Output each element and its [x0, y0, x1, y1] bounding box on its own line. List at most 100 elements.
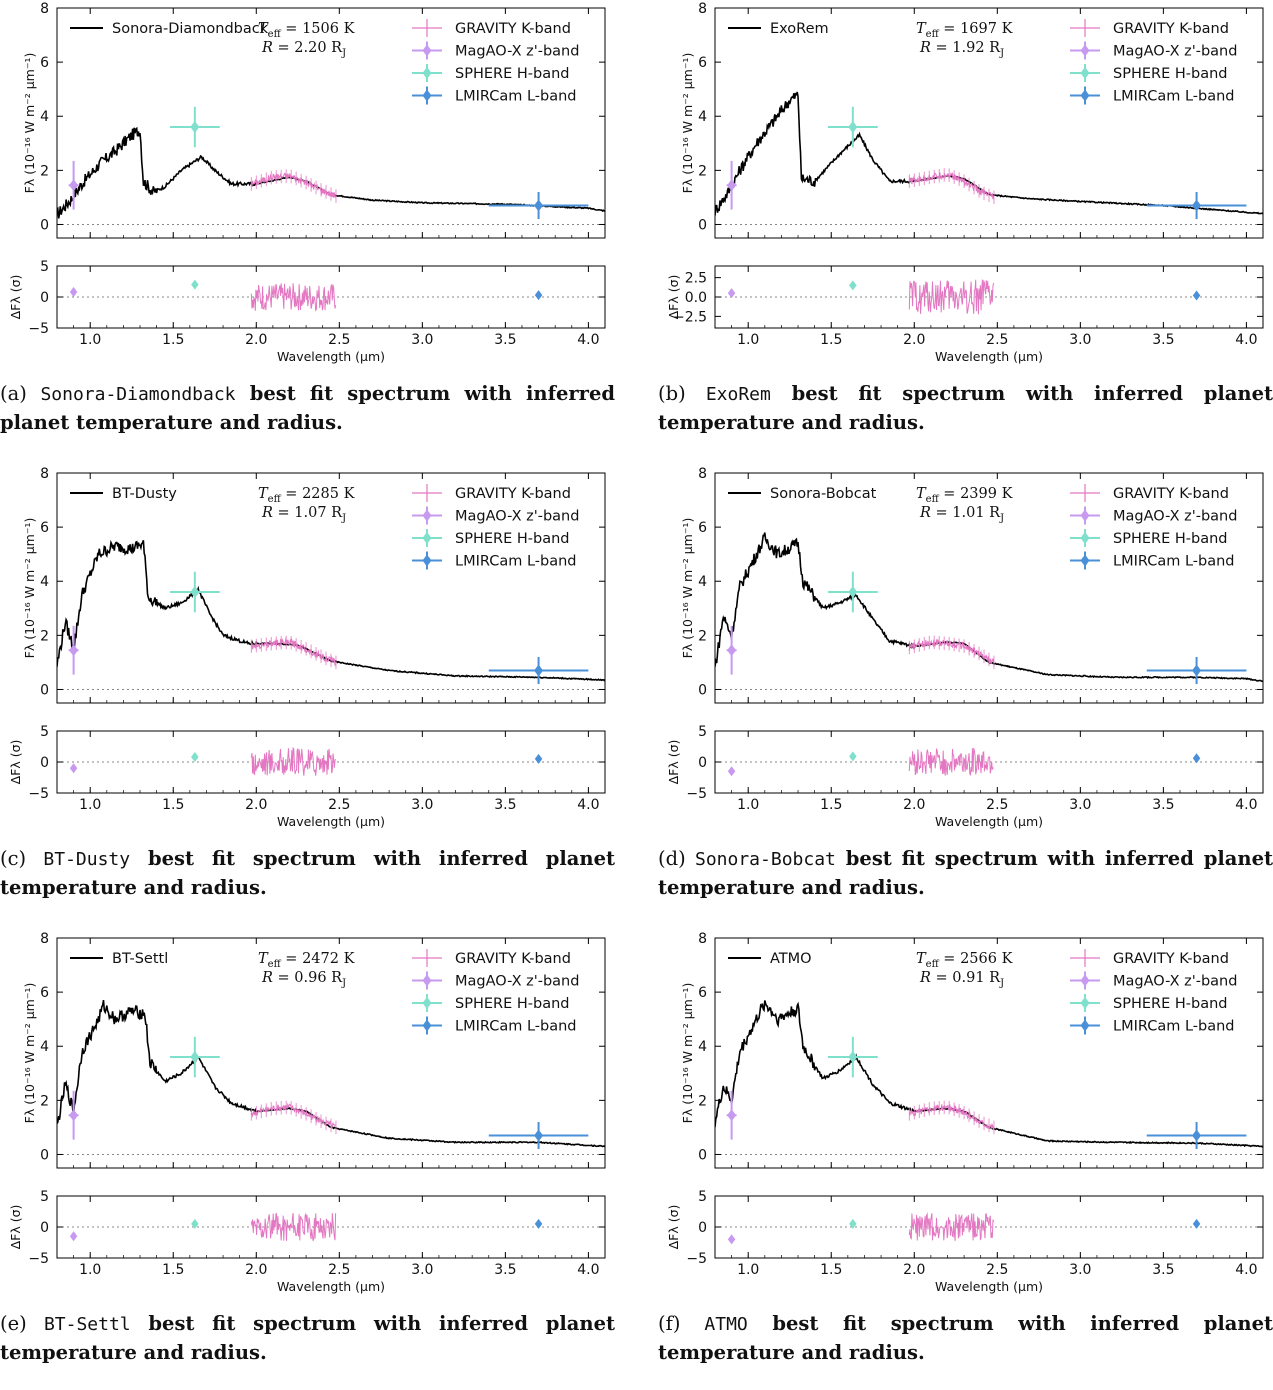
lmircam-residual: [534, 753, 543, 764]
legend-sphere-label: SPHERE H-band: [455, 66, 569, 82]
legend-gravity-label: GRAVITY K-band: [455, 21, 571, 37]
caption-model: Sonora-Bobcat: [695, 849, 836, 870]
lmircam-marker: [1192, 199, 1202, 212]
legend-sphere-marker: [1080, 67, 1090, 79]
legend-gravity-label: GRAVITY K-band: [1113, 486, 1229, 502]
legend-sphere-label: SPHERE H-band: [455, 531, 569, 547]
legend-model-label: Sonora-Diamondback: [112, 21, 269, 37]
legend-lmircam-marker: [1080, 1019, 1090, 1032]
legend-lmircam-label: LMIRCam L-band: [1113, 554, 1235, 570]
legend-lmircam-label: LMIRCam L-band: [455, 1019, 577, 1035]
y-tick-label-top: 0: [698, 682, 707, 698]
lmircam-residual: [1192, 290, 1201, 301]
caption-text: best fit spectrum with inferred planet t…: [0, 382, 615, 434]
y-tick-label-top: 4: [698, 1039, 707, 1055]
magao-marker: [69, 644, 79, 657]
legend-magao-label: MagAO-X z'-band: [455, 44, 579, 60]
legend-lmircam-label: LMIRCam L-band: [455, 89, 577, 105]
y-tick-label-top: 6: [698, 520, 707, 536]
x-axis-label: Wavelength (μm): [277, 1279, 385, 1294]
legend-model-label: Sonora-Bobcat: [770, 486, 877, 502]
legend-magao-label: MagAO-X z'-band: [455, 974, 579, 990]
sphere-marker: [190, 1051, 200, 1064]
legend-model-label: ExoRem: [770, 21, 829, 37]
x-tick-label: 1.5: [820, 797, 842, 813]
teff-annotation: Teff = 1506 K: [258, 21, 356, 40]
spectrum-chart: 1.0 1.5 2.0 2.5 3.0 3.5 4.0 0 2 4 6 8 −5 0 5 Wavelength…: [8, 1, 606, 364]
figure-caption: (d) Sonora-Bobcat best fit spectrum with…: [658, 845, 1273, 902]
y-axis-label-top: Fλ (10⁻¹⁶ W m⁻² μm⁻¹): [680, 53, 695, 194]
magao-point: [68, 160, 79, 210]
magao-residual: [69, 1231, 78, 1242]
x-tick-label: 2.5: [328, 1262, 350, 1278]
magao-marker: [69, 179, 79, 192]
x-tick-label: 3.0: [411, 1262, 433, 1278]
x-tick-label: 1.5: [162, 797, 184, 813]
legend-lmircam-marker: [1080, 554, 1090, 567]
magao-point: [726, 160, 737, 210]
magao-point: [726, 625, 737, 675]
legend-magao-label: MagAO-X z'-band: [1113, 44, 1237, 60]
x-tick-label: 1.5: [820, 1262, 842, 1278]
lmircam-residual: [534, 1218, 543, 1229]
teff-annotation: Teff = 2285 K: [258, 486, 356, 505]
legend-sphere-label: SPHERE H-band: [1113, 996, 1227, 1012]
x-tick-label: 1.0: [737, 1262, 759, 1278]
legend-sphere-marker: [422, 67, 432, 79]
x-tick-label: 1.0: [79, 797, 101, 813]
y-tick-label-top: 8: [40, 466, 49, 482]
y-axis-label-top: Fλ (10⁻¹⁶ W m⁻² μm⁻¹): [22, 518, 37, 659]
lmircam-marker: [1192, 1129, 1202, 1142]
y-tick-label-bottom: 0: [698, 1220, 707, 1236]
legend-gravity-label: GRAVITY K-band: [455, 486, 571, 502]
figure-caption: (a) Sonora-Diamondback best fit spectrum…: [0, 380, 615, 437]
lmircam-residual: [1192, 1218, 1201, 1229]
y-tick-label-top: 2: [698, 163, 707, 179]
x-tick-label: 4.0: [577, 797, 599, 813]
y-tick-label-top: 2: [40, 1093, 49, 1109]
y-axis-label-top: Fλ (10⁻¹⁶ W m⁻² μm⁻¹): [680, 518, 695, 659]
caption-text: best fit spectrum with inferred planet t…: [658, 1312, 1273, 1364]
lmircam-point: [488, 657, 589, 685]
caption-letter: (d): [658, 847, 695, 870]
y-tick-label-top: 4: [40, 1039, 49, 1055]
lmircam-marker: [534, 664, 544, 677]
legend-lmircam-marker: [422, 1019, 432, 1032]
y-tick-label-top: 8: [40, 931, 49, 947]
radius-annotation: R = 1.92 RJ: [919, 40, 1004, 59]
y-tick-label-top: 0: [698, 1147, 707, 1163]
magao-residual: [727, 766, 736, 777]
magao-point: [726, 1090, 737, 1140]
y-tick-label-bottom: −5: [28, 786, 49, 802]
x-tick-label: 2.0: [903, 332, 925, 348]
legend-lmircam-marker: [422, 554, 432, 567]
y-tick-label-bottom: 5: [40, 724, 49, 740]
magao-marker: [727, 644, 737, 657]
sphere-marker: [848, 1051, 858, 1064]
y-axis-label-bottom: ΔFλ (σ): [666, 740, 681, 785]
y-tick-label-bottom: 0: [40, 755, 49, 771]
x-tick-label: 3.0: [411, 332, 433, 348]
gravity-residuals: [908, 1212, 995, 1241]
gravity-residuals: [908, 279, 995, 315]
sphere-marker: [848, 586, 858, 599]
y-tick-label-top: 8: [698, 931, 707, 947]
y-tick-label-top: 6: [698, 55, 707, 71]
y-axis-label-bottom: ΔFλ (σ): [8, 740, 23, 785]
y-tick-label-top: 2: [40, 163, 49, 179]
caption-text: best fit spectrum with inferred planet t…: [0, 847, 616, 899]
x-tick-label: 3.5: [494, 1262, 516, 1278]
gravity-line: [908, 1104, 995, 1130]
radius-annotation: R = 0.91 RJ: [919, 970, 1004, 989]
sphere-marker: [848, 121, 858, 134]
lmircam-point: [1146, 657, 1247, 685]
x-tick-label: 3.0: [1069, 332, 1091, 348]
caption-model: Sonora-Diamondback: [40, 384, 236, 405]
y-tick-label-bottom: 5: [698, 724, 707, 740]
legend-sphere-marker: [422, 997, 432, 1009]
figure-panel: 1.0 1.5 2.0 2.5 3.0 3.5 4.0 0 2 4 6 8 −5 0 5 Wavelength…: [0, 465, 620, 925]
x-axis-label: Wavelength (μm): [277, 814, 385, 829]
y-tick-label-top: 4: [40, 574, 49, 590]
sphere-point: [169, 571, 220, 613]
lmircam-point: [1146, 1122, 1247, 1150]
